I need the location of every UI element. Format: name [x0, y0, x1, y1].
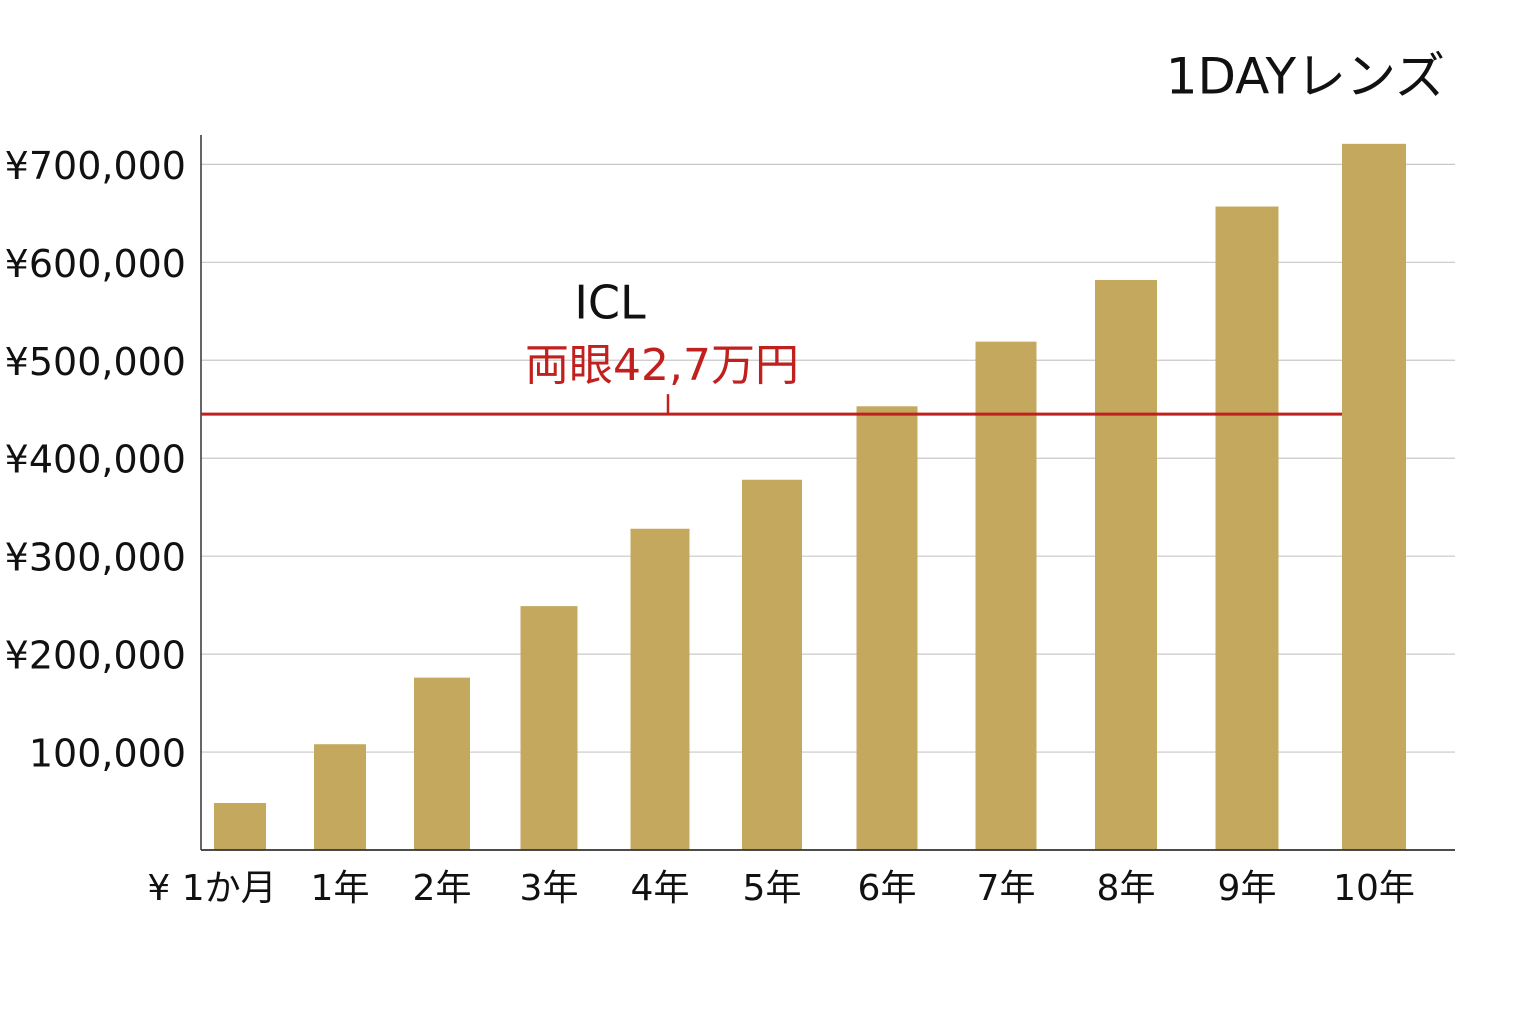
- bar: [1095, 279, 1157, 851]
- x-tick-label: 1年: [311, 868, 370, 909]
- y-tick-label: 100,000: [29, 732, 186, 776]
- bar: [630, 528, 690, 850]
- y-tick-label: ¥500,000: [5, 340, 186, 384]
- x-tick-label: 6年: [858, 868, 917, 909]
- x-tick-label: 5年: [743, 868, 802, 909]
- x-tick-label: 2年: [413, 868, 472, 909]
- bar: [1215, 206, 1279, 850]
- reference-label: ICL: [574, 276, 646, 330]
- reference-sublabel: 両眼42,7万円: [525, 340, 799, 391]
- x-tick-label: 10年: [1333, 868, 1415, 909]
- x-tick-label: 9年: [1218, 868, 1277, 909]
- bar: [520, 606, 578, 850]
- bar: [1342, 143, 1406, 850]
- bar: [314, 744, 366, 850]
- y-tick-label: ¥600,000: [5, 242, 186, 286]
- bar: [742, 479, 802, 850]
- y-tick-label: ¥200,000: [5, 634, 186, 678]
- x-tick-label: 7年: [977, 868, 1036, 909]
- x-tick-label: 8年: [1097, 868, 1156, 909]
- bar: [414, 677, 470, 850]
- chart-title: 1DAYレンズ: [1166, 48, 1445, 106]
- x-tick-label: ¥ 1か月: [147, 868, 276, 909]
- y-tick-label: ¥400,000: [5, 438, 186, 482]
- x-tick-label: 4年: [631, 868, 690, 909]
- bar: [975, 341, 1037, 850]
- bar: [856, 406, 918, 850]
- bar: [214, 802, 266, 850]
- y-tick-label: ¥300,000: [5, 536, 186, 580]
- y-tick-label: ¥700,000: [5, 144, 186, 188]
- x-tick-label: 3年: [520, 868, 579, 909]
